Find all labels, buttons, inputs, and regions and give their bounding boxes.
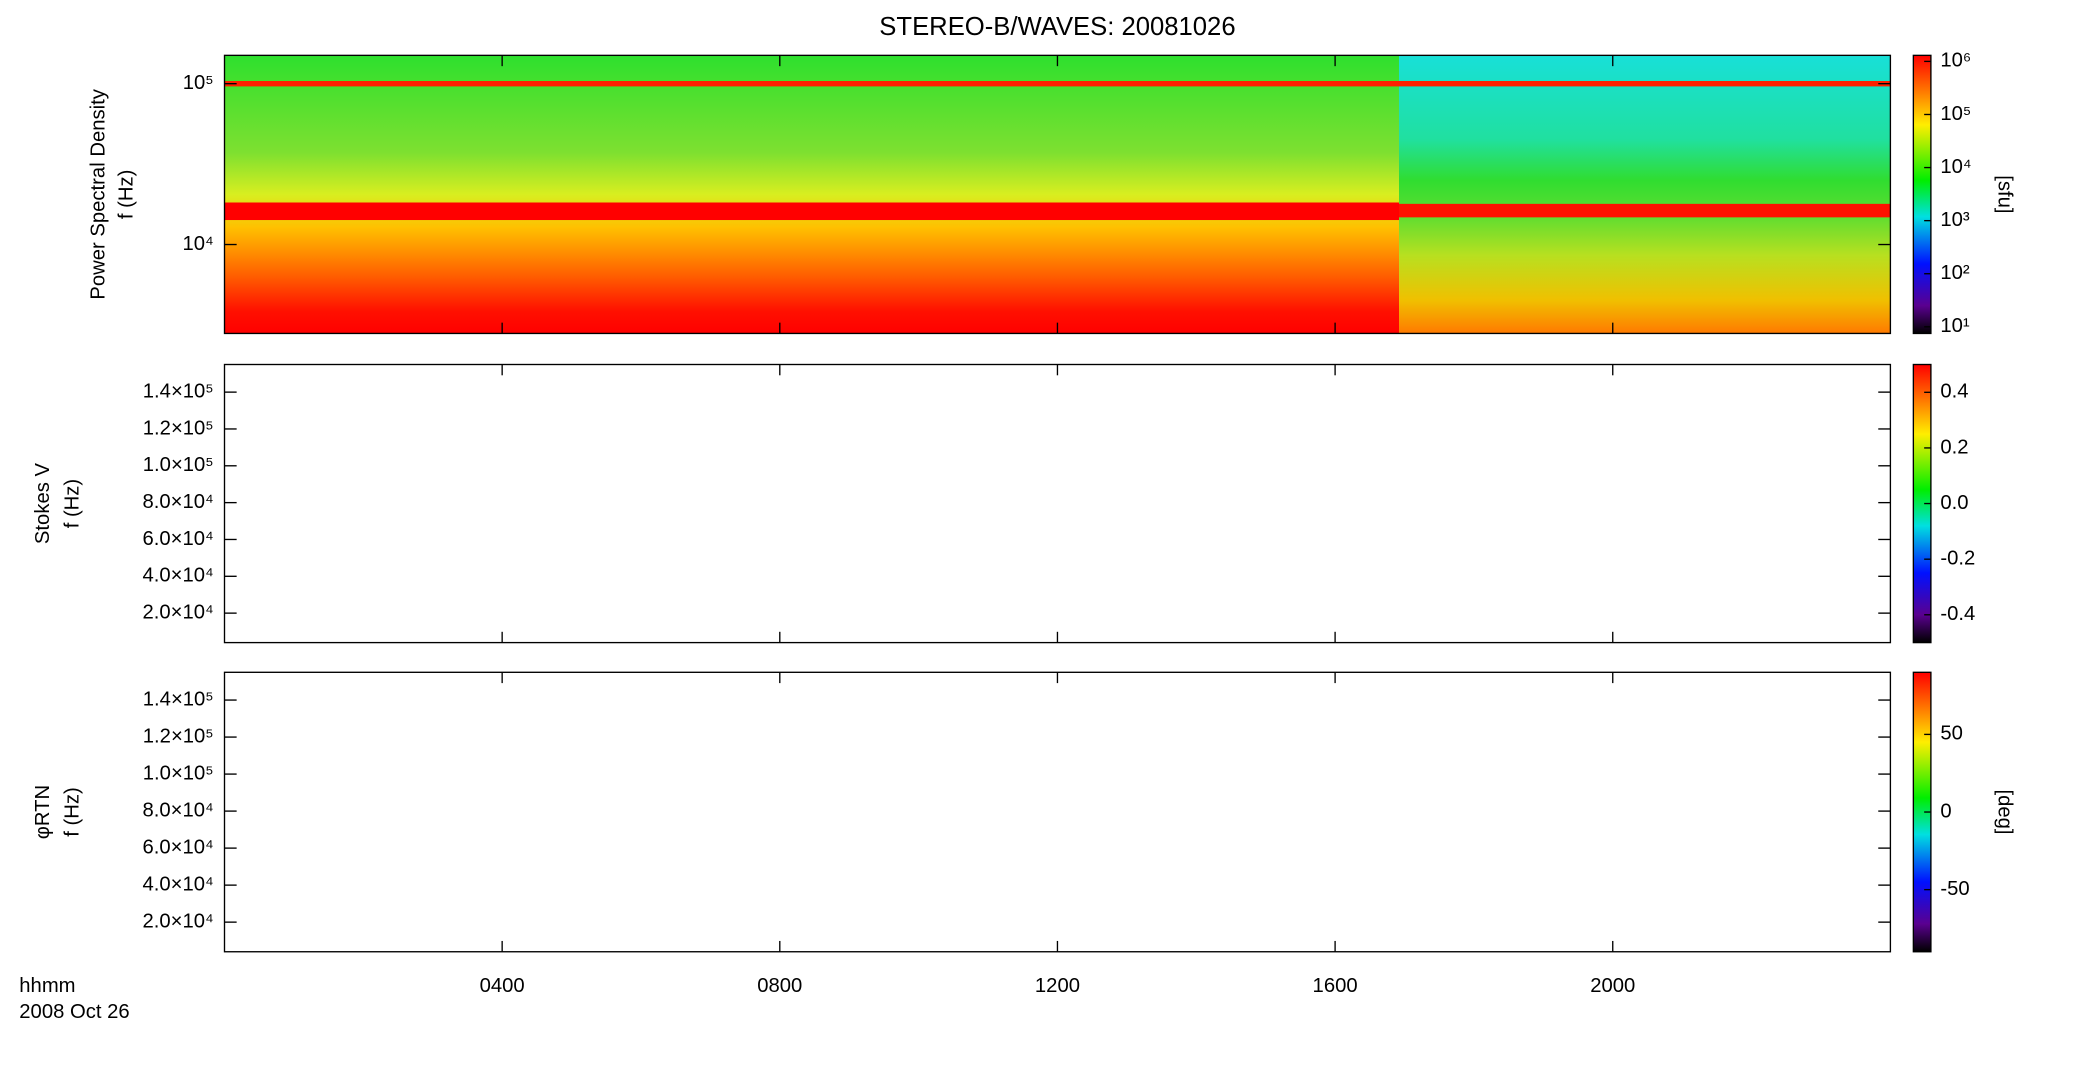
x-tick-label: 1200 xyxy=(1035,975,1080,997)
y-axis-label: f (Hz) xyxy=(62,787,84,836)
emission-band xyxy=(224,202,1399,221)
y-tick-label: 8.0×10⁴ xyxy=(142,491,213,513)
y-tick-label: 10⁵ xyxy=(183,72,214,94)
colorbar-tick-label: 10¹ xyxy=(1940,315,1970,337)
emission-line xyxy=(224,81,1891,87)
y-tick-label: 2.0×10⁴ xyxy=(142,910,213,932)
y-tick-label: 4.0×10⁴ xyxy=(142,565,213,587)
spectrogram xyxy=(224,55,1891,334)
colorbar xyxy=(1912,54,1932,335)
spectrogram-left xyxy=(224,55,1399,334)
colorbar-tick-label: 10⁶ xyxy=(1940,50,1971,72)
x-axis-label: hhmm xyxy=(19,975,75,997)
y-axis-label: Stokes V xyxy=(32,463,54,545)
x-tick-label: 0400 xyxy=(480,975,525,997)
colorbar-tick-label: 0.2 xyxy=(1940,436,1968,458)
colorbar-tick-label: -0.2 xyxy=(1940,548,1975,570)
panel-frame xyxy=(223,363,1892,644)
x-tick-label: 0800 xyxy=(757,975,802,997)
y-axis-label: φRTN xyxy=(32,785,54,839)
colorbar-tick-label: 0.0 xyxy=(1940,492,1968,514)
colorbar-tick-label: 50 xyxy=(1940,723,1963,745)
y-tick-label: 1.4×10⁵ xyxy=(143,688,214,710)
x-tick-label: 2000 xyxy=(1590,975,1635,997)
y-axis-label: f (Hz) xyxy=(62,479,84,528)
y-axis-label: Power Spectral Density xyxy=(87,88,109,299)
x-tick-label: 1600 xyxy=(1313,975,1358,997)
colorbar-tick-label: 10⁵ xyxy=(1940,103,1971,125)
panel-frame xyxy=(223,671,1892,953)
colorbar-tick-label: 10² xyxy=(1940,262,1970,284)
colorbar-label: [deg] xyxy=(1993,790,2015,835)
y-tick-label: 1.4×10⁵ xyxy=(143,380,214,402)
y-tick-label: 4.0×10⁴ xyxy=(142,873,213,895)
colorbar-tick-label: 0.4 xyxy=(1940,381,1968,403)
colorbar-tick-label: -0.4 xyxy=(1940,603,1975,625)
y-tick-label: 8.0×10⁴ xyxy=(142,799,213,821)
y-tick-label: 1.0×10⁵ xyxy=(143,454,214,476)
y-tick-label: 2.0×10⁴ xyxy=(142,601,213,623)
y-tick-label: 1.0×10⁵ xyxy=(143,762,214,784)
y-tick-label: 1.2×10⁵ xyxy=(143,725,214,747)
chart-title: STEREO-B/WAVES: 20081026 xyxy=(879,13,1235,41)
colorbar-tick-label: 0 xyxy=(1940,800,1951,822)
colorbar-tick-label: 10⁴ xyxy=(1940,156,1971,178)
date-label: 2008 Oct 26 xyxy=(19,1001,129,1023)
y-tick-label: 10⁴ xyxy=(182,233,213,255)
colorbar-tick-label: -50 xyxy=(1940,878,1969,900)
spectrogram-right xyxy=(1399,55,1891,334)
colorbar-label: [sfu] xyxy=(1993,175,2015,213)
y-tick-label: 1.2×10⁵ xyxy=(143,417,214,439)
y-tick-label: 6.0×10⁴ xyxy=(142,836,213,858)
emission-band xyxy=(1399,203,1891,218)
y-tick-label: 6.0×10⁴ xyxy=(142,528,213,550)
colorbar-tick-label: 10³ xyxy=(1940,209,1970,231)
y-axis-label: f (Hz) xyxy=(116,170,138,220)
